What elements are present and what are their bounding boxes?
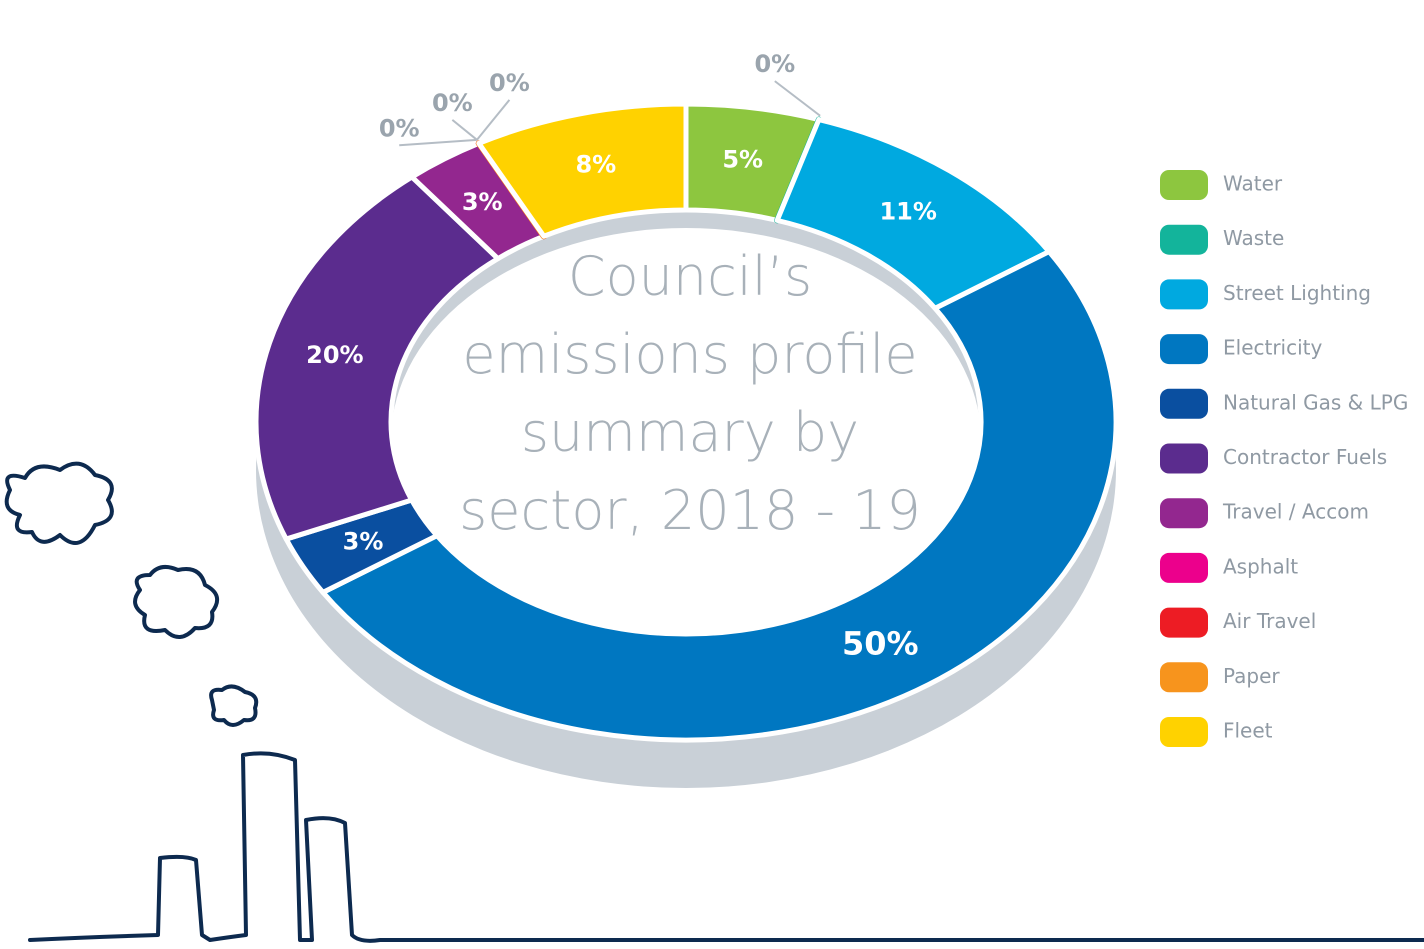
legend-swatch <box>1160 498 1208 529</box>
legend-label: Contractor Fuels <box>1223 445 1387 469</box>
legend-swatch <box>1160 170 1208 200</box>
legend-swatch <box>1160 607 1208 638</box>
legend-swatch <box>1160 224 1208 255</box>
value-label: 0% <box>489 69 530 97</box>
value-label: 50% <box>842 625 919 663</box>
value-label: 5% <box>722 145 763 173</box>
legend-swatch <box>1160 388 1208 419</box>
legend-label: Water <box>1223 172 1283 196</box>
legend-label: Natural Gas & LPG <box>1223 390 1408 414</box>
donut-segment <box>476 101 689 239</box>
value-label: 3% <box>343 527 384 555</box>
legend-label: Electricity <box>1223 336 1323 360</box>
chart-title: Council’s emissions profile summary by s… <box>459 245 921 542</box>
value-label: 0% <box>379 114 420 142</box>
value-label: 11% <box>879 198 936 226</box>
legend-swatch <box>1160 334 1208 365</box>
legend-swatch <box>1160 717 1208 747</box>
legend-swatch <box>1160 279 1208 310</box>
legend-label: Asphalt <box>1223 554 1298 578</box>
legend-label: Travel / Accom <box>1222 500 1369 524</box>
legend-label: Paper <box>1223 664 1280 688</box>
factory-illustration <box>4 461 1424 943</box>
legend-swatch <box>1160 443 1208 474</box>
donut-segment <box>253 174 501 542</box>
value-label: 0% <box>754 50 795 78</box>
leader-line <box>774 80 821 117</box>
value-labels: 5% 0% 11% 50% 3% 20% 3% 0% 0% 0% 8% <box>306 50 937 663</box>
leader-line <box>399 138 477 147</box>
legend-label: Fleet <box>1223 719 1273 743</box>
legend: Water Waste Street Lighting Electricity Natu… <box>1160 170 1408 747</box>
legend-label: Waste <box>1223 226 1284 250</box>
legend-label: Street Lighting <box>1223 281 1371 305</box>
legend-swatch <box>1160 662 1208 693</box>
value-label: 8% <box>575 150 616 178</box>
legend-swatch <box>1160 552 1208 583</box>
value-label: 0% <box>432 89 473 117</box>
donut-segment <box>320 249 1119 743</box>
leader-line <box>451 119 478 141</box>
legend-label: Air Travel <box>1223 609 1316 633</box>
value-label: 20% <box>306 341 363 369</box>
leader-line <box>476 99 511 141</box>
value-label: 3% <box>462 188 503 216</box>
donut <box>253 101 1119 743</box>
